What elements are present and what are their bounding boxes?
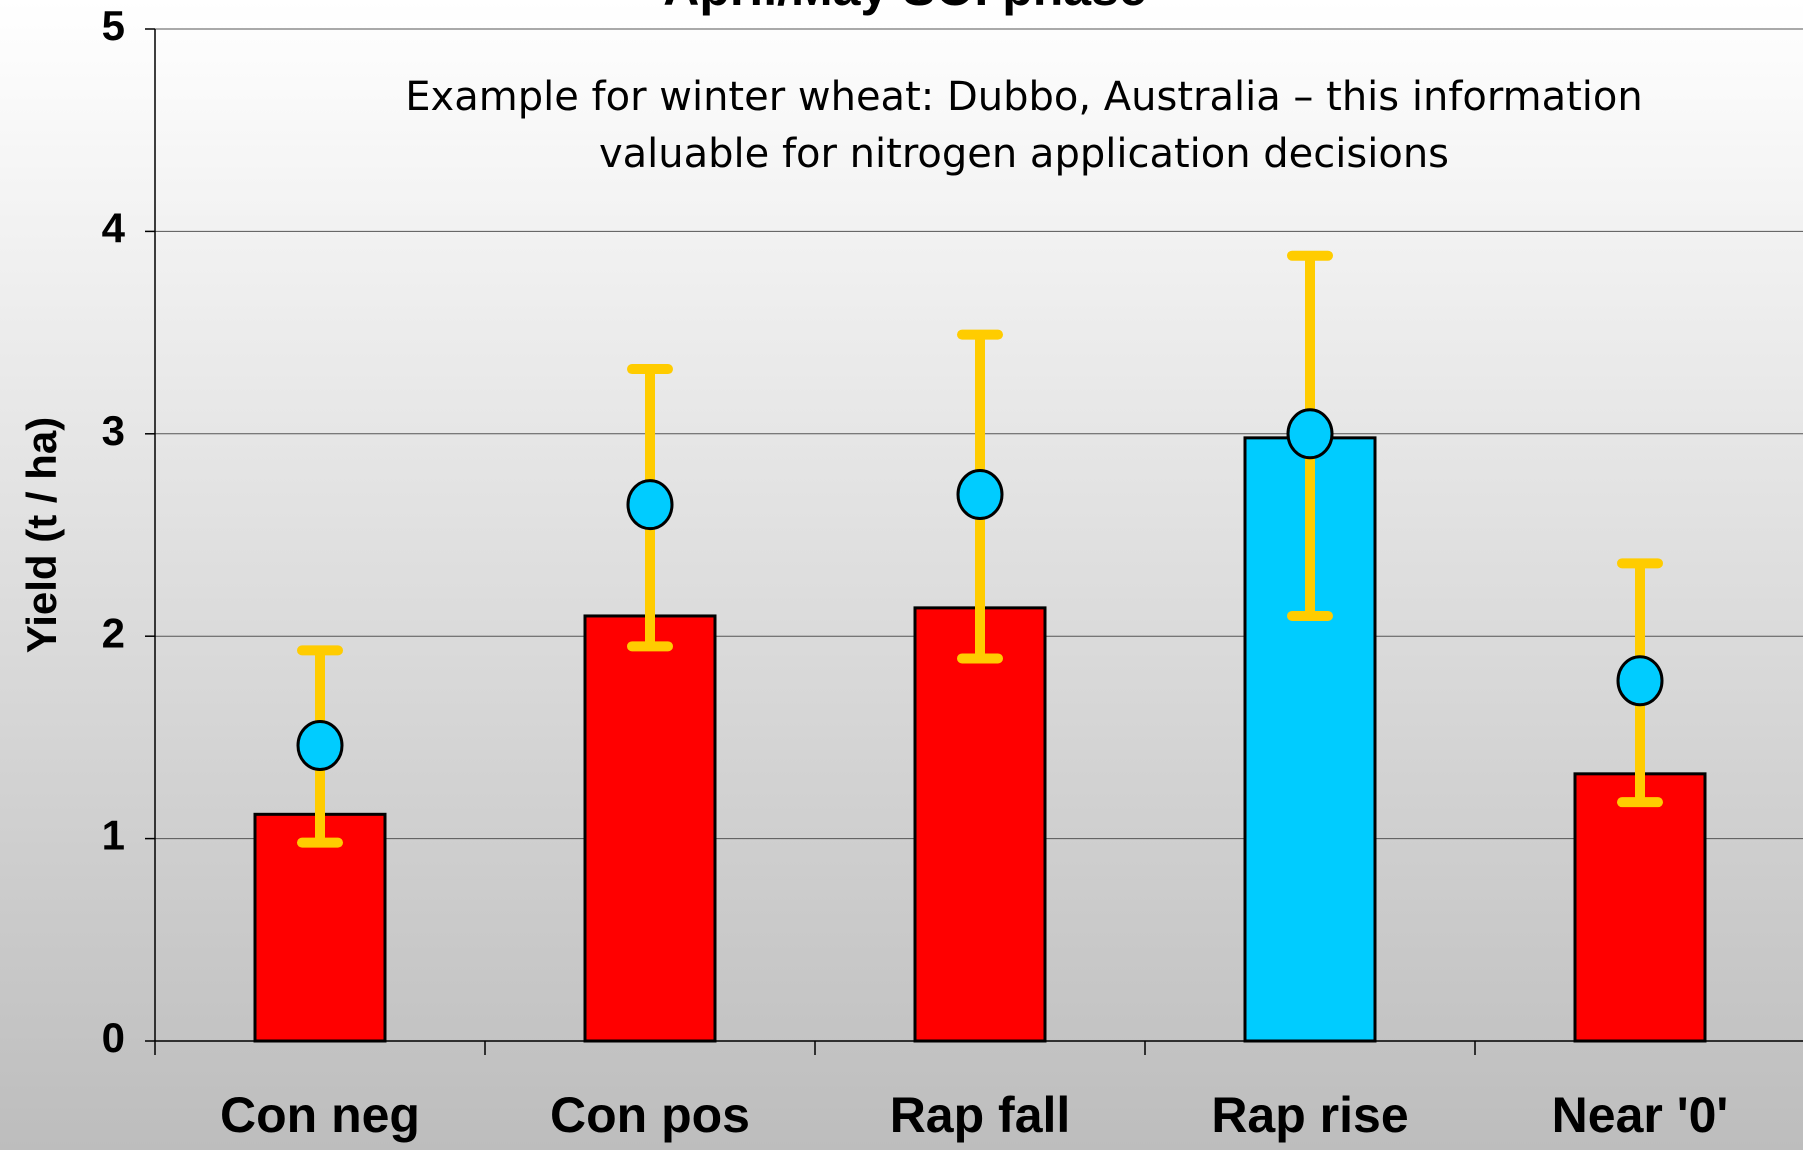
bar bbox=[1573, 772, 1707, 1043]
y-tick-label: 3 bbox=[102, 407, 125, 454]
y-tick-label: 4 bbox=[102, 204, 126, 251]
bar bbox=[913, 606, 1047, 1043]
y-tick-label: 1 bbox=[102, 812, 125, 859]
x-tick-label: Con pos bbox=[550, 1087, 750, 1143]
point bbox=[1286, 408, 1334, 460]
annotation: Example for winter wheat: Dubbo, Austral… bbox=[405, 74, 1642, 120]
y-axis-label: Yield (t / ha) bbox=[18, 417, 65, 653]
y-tick-label: 2 bbox=[102, 609, 125, 656]
point bbox=[1616, 655, 1664, 707]
chart-title: April/May SOI phase bbox=[663, 0, 1146, 16]
y-tick-label: 5 bbox=[102, 2, 125, 49]
point bbox=[956, 469, 1004, 521]
x-tick-label: Near '0' bbox=[1552, 1087, 1729, 1143]
x-tick-label: Con neg bbox=[220, 1087, 420, 1143]
bar bbox=[583, 614, 717, 1043]
point bbox=[626, 479, 674, 531]
point bbox=[296, 719, 344, 771]
y-tick-label: 0 bbox=[102, 1014, 125, 1061]
bar bbox=[253, 812, 387, 1043]
annotation: valuable for nitrogen application decisi… bbox=[599, 131, 1449, 177]
x-tick-label: Rap rise bbox=[1211, 1087, 1408, 1143]
x-tick-label: Rap fall bbox=[890, 1087, 1071, 1143]
